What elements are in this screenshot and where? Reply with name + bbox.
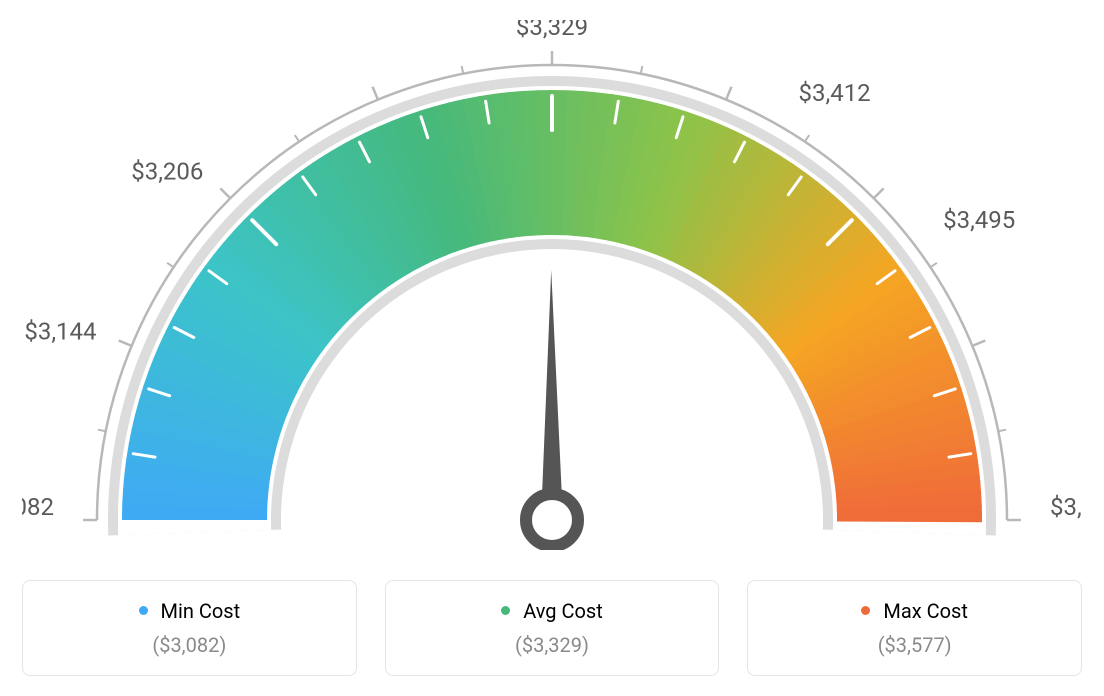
legend-avg-label: Avg Cost — [523, 599, 603, 623]
gauge-label: $3,495 — [943, 206, 1015, 234]
gauge-label: $3,144 — [24, 317, 96, 345]
gauge-label: $3,206 — [131, 157, 203, 185]
dot-icon — [861, 606, 870, 615]
legend-row: Min Cost ($3,082) Avg Cost ($3,329) Max … — [22, 580, 1082, 676]
legend-min-title: Min Cost — [33, 599, 346, 623]
legend-avg-title: Avg Cost — [396, 599, 709, 623]
dot-icon — [501, 606, 510, 615]
gauge-label: $3,329 — [516, 20, 588, 41]
legend-max-label: Max Cost — [883, 599, 968, 623]
legend-max-title: Max Cost — [758, 599, 1071, 623]
gauge-svg: $3,082 $3,144 $3,206 $3,329 $3,412 $3,495 $3,5… — [22, 20, 1082, 550]
gauge-label: $3,412 — [799, 79, 871, 107]
cost-gauge-chart: $3,082 $3,144 $3,206 $3,329 $3,412 $3,495 $3,5… — [22, 20, 1082, 550]
gauge-hub — [526, 494, 578, 546]
legend-card-avg: Avg Cost ($3,329) — [385, 580, 720, 676]
gauge-label: $3,082 — [22, 493, 54, 521]
dot-icon — [139, 606, 148, 615]
gauge-label: $3,577 — [1050, 493, 1082, 521]
legend-card-max: Max Cost ($3,577) — [747, 580, 1082, 676]
legend-max-value: ($3,577) — [758, 633, 1071, 657]
legend-min-label: Min Cost — [161, 599, 241, 623]
legend-min-value: ($3,082) — [33, 633, 346, 657]
legend-card-min: Min Cost ($3,082) — [22, 580, 357, 676]
legend-avg-value: ($3,329) — [396, 633, 709, 657]
gauge-needle — [541, 270, 563, 520]
